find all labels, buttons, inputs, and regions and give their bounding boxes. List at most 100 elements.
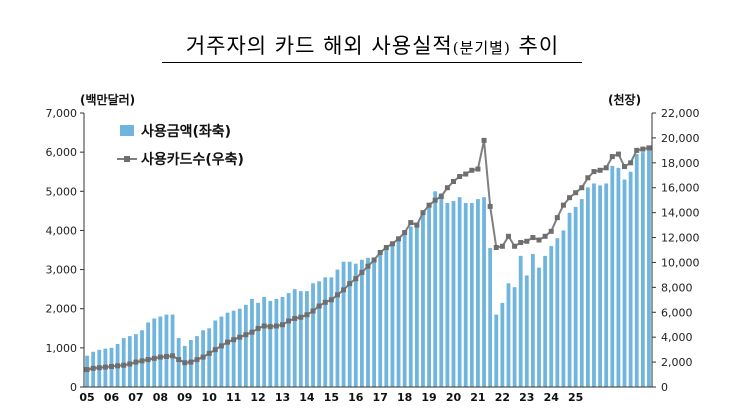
bar (634, 154, 639, 387)
line-point (261, 323, 267, 329)
line-point (585, 175, 591, 181)
line-point (579, 185, 585, 191)
line-point (218, 343, 224, 349)
bar (207, 328, 212, 387)
bar (628, 171, 633, 387)
line-point (451, 179, 457, 184)
bar (280, 296, 285, 387)
line-point (267, 324, 273, 330)
line-point (170, 353, 176, 359)
line-point (548, 228, 554, 234)
x-tick-label: 09 (177, 391, 192, 404)
bar (457, 197, 462, 387)
bar (305, 291, 309, 387)
bar (182, 345, 187, 387)
right-tick-label: 0 (661, 381, 668, 394)
line-point (463, 171, 469, 177)
line-point (426, 202, 432, 208)
bar (390, 242, 395, 387)
legend-label-line: 사용카드수(우축) (141, 152, 244, 168)
left-tick-label: 7,000 (46, 107, 78, 120)
line-point (163, 353, 169, 359)
line-point (414, 222, 420, 228)
line-point (530, 235, 536, 241)
line-point (389, 241, 395, 247)
bar (286, 293, 291, 387)
bar (323, 277, 328, 387)
left-tick-label: 4,000 (46, 224, 78, 237)
line-point (334, 292, 340, 298)
bar (237, 308, 242, 387)
bar (366, 257, 370, 387)
line-point (310, 308, 316, 314)
line-point (396, 236, 402, 242)
left-tick-label: 2,000 (46, 303, 78, 316)
bar (414, 222, 419, 387)
bar (555, 238, 560, 387)
x-tick-label: 22 (495, 391, 510, 404)
x-tick-label: 14 (299, 391, 315, 404)
x-tick-label: 11 (226, 391, 241, 404)
line-point (524, 238, 530, 244)
line-point (573, 190, 579, 196)
x-tick-label: 19 (421, 391, 436, 404)
line-point (420, 210, 426, 216)
line-point (176, 357, 182, 363)
line-point (225, 339, 231, 345)
bar (610, 165, 615, 387)
left-axis-unit: (백만달러) (80, 92, 135, 107)
bar (121, 338, 126, 387)
bar (512, 287, 517, 387)
line-point (292, 316, 298, 321)
line-point (249, 329, 255, 335)
bar (427, 203, 431, 387)
bar (531, 253, 535, 387)
bar (469, 203, 474, 387)
bar (298, 291, 303, 387)
bar (274, 298, 279, 387)
x-tick-label: 23 (519, 391, 534, 404)
bar (482, 197, 486, 387)
line-point (469, 167, 475, 173)
line-point (341, 287, 347, 293)
bar (396, 238, 401, 387)
left-tick-label: 6,000 (46, 146, 78, 159)
bar (598, 185, 602, 387)
x-tick-label: 06 (104, 391, 120, 404)
line-point (402, 230, 408, 236)
bar (243, 304, 248, 387)
line-point (121, 362, 127, 368)
bar (353, 263, 358, 387)
bar (622, 179, 627, 387)
right-tick-label: 4,000 (661, 331, 693, 344)
bar (451, 201, 456, 387)
left-tick-label: 0 (70, 381, 77, 394)
bar (219, 316, 224, 387)
bar (543, 255, 548, 387)
line-point (408, 220, 414, 226)
bar (500, 302, 505, 387)
line-point (536, 237, 542, 243)
bar (170, 314, 175, 387)
bar (250, 298, 254, 387)
x-tick-label: 18 (397, 391, 412, 404)
bar (378, 251, 383, 387)
bar (463, 203, 468, 387)
line-point (567, 195, 573, 201)
line-point (298, 314, 304, 320)
bar (402, 232, 407, 387)
line-point (505, 233, 511, 239)
line-point (597, 167, 603, 173)
bar (408, 226, 413, 387)
line-point (182, 360, 188, 366)
line-point (542, 233, 548, 239)
bar (488, 248, 493, 387)
bar (585, 187, 590, 387)
x-tick-label: 21 (470, 391, 485, 404)
line-point (145, 357, 151, 363)
bar (592, 183, 596, 387)
chart-axes: 0 1,000 2,000 3,000 4,000 5,000 6,000 7,000 0 2,0… (46, 92, 700, 404)
bar (604, 183, 609, 387)
line-point (475, 166, 481, 172)
line-point (316, 303, 322, 309)
